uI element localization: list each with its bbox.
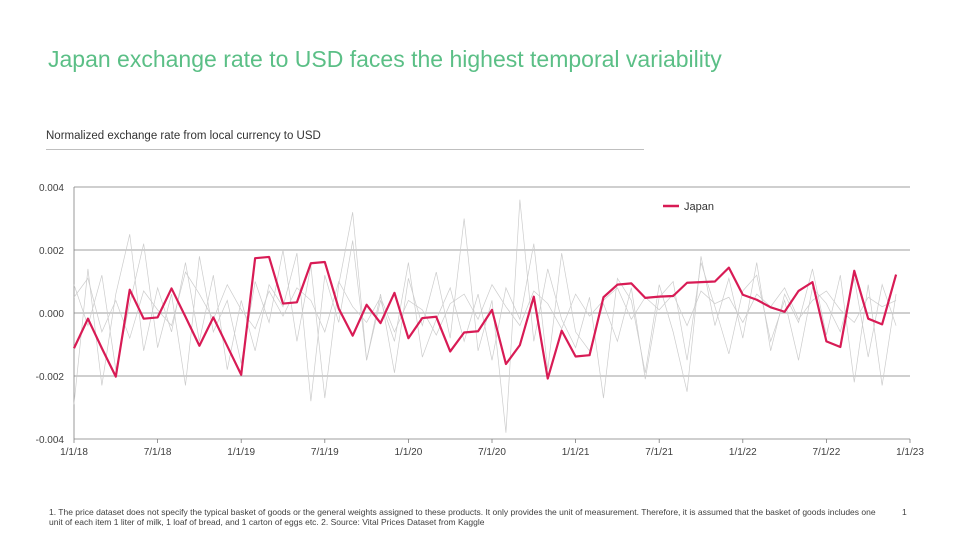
x-tick-label: 7/1/19	[311, 447, 339, 458]
y-tick-label: -0.002	[36, 372, 65, 383]
x-axis-tick-labels: 1/1/18 7/1/18 1/1/19 7/1/19 1/1/20 7/1/20 1/1/…	[60, 439, 924, 458]
x-tick-label: 1/1/23	[896, 447, 924, 458]
legend-label-japan: Japan	[684, 201, 714, 213]
y-tick-label: 0.002	[39, 246, 64, 257]
x-tick-label: 1/1/19	[227, 447, 255, 458]
legend: Japan	[663, 201, 714, 213]
y-tick-label: -0.004	[36, 435, 65, 446]
x-tick-label: 7/1/18	[144, 447, 172, 458]
y-axis-tick-labels: 0.004 0.002 0.000 -0.002 -0.004	[36, 183, 65, 446]
background-series-group	[73, 199, 897, 433]
highlight-series-group	[73, 255, 898, 380]
x-tick-label: 1/1/20	[394, 447, 422, 458]
x-tick-label: 1/1/21	[562, 447, 590, 458]
page-number: 1	[902, 507, 907, 517]
line-chart: 0.004 0.002 0.000 -0.002 -0.004 1/1/18 7/1/18…	[36, 183, 925, 458]
x-tick-label: 7/1/20	[478, 447, 506, 458]
series-line-other	[73, 271, 897, 340]
x-tick-label: 1/1/22	[729, 447, 757, 458]
footnote: 1. The price dataset does not specify th…	[49, 507, 876, 527]
x-tick-label: 7/1/21	[645, 447, 673, 458]
series-line-japan	[73, 255, 898, 380]
y-tick-label: 0.004	[39, 183, 64, 194]
x-tick-label: 7/1/22	[812, 447, 840, 458]
series-line-other	[73, 199, 897, 433]
series-line-other	[73, 234, 897, 405]
subtitle-divider	[46, 149, 644, 150]
chart-subtitle: Normalized exchange rate from local curr…	[46, 130, 321, 142]
x-tick-label: 1/1/18	[60, 447, 88, 458]
y-tick-label: 0.000	[39, 309, 64, 320]
chart-title: Japan exchange rate to USD faces the hig…	[48, 46, 722, 72]
